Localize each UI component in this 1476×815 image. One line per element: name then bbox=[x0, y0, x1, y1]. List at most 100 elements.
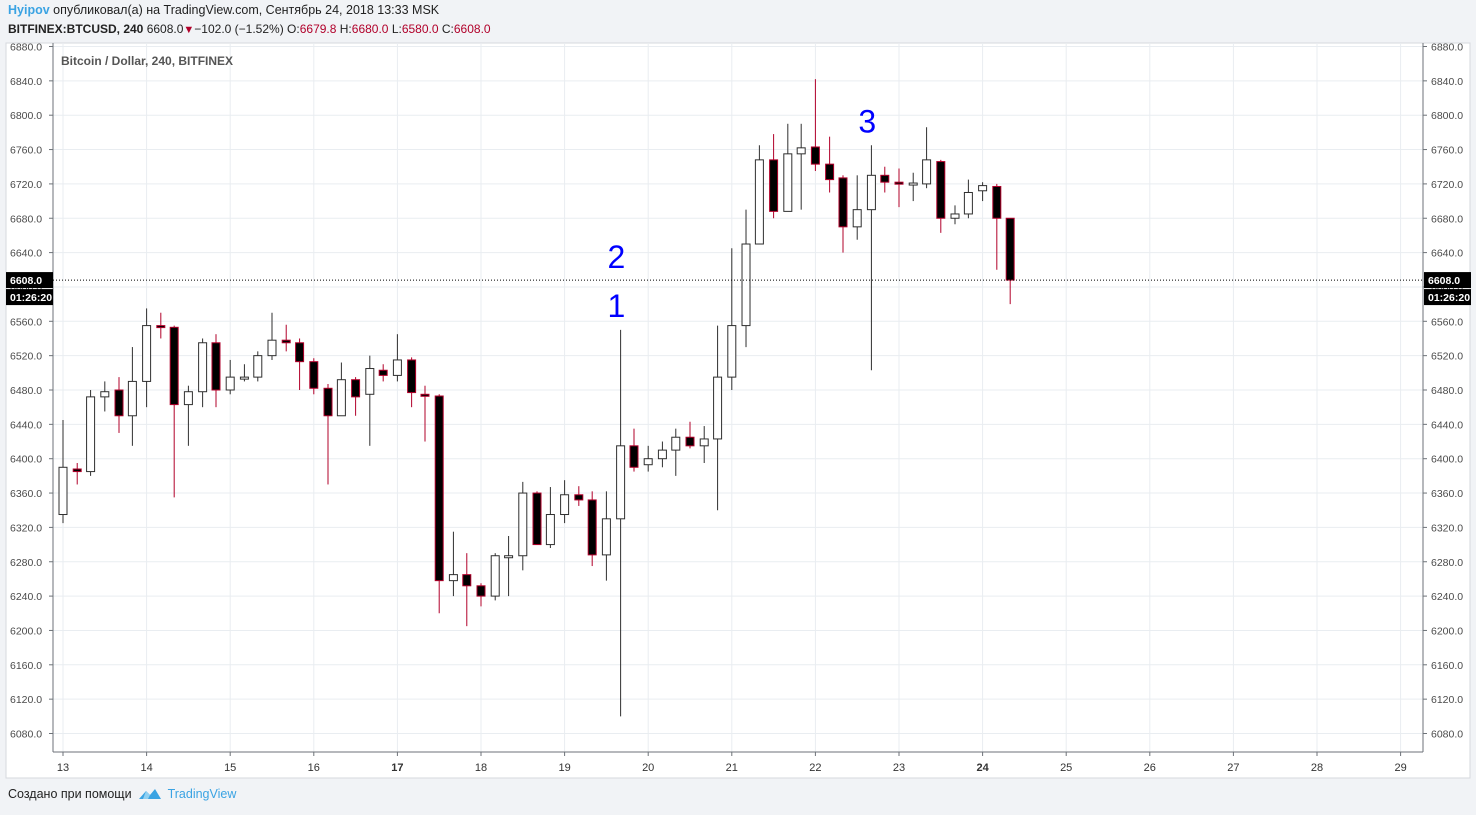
candle-body-down bbox=[685, 436, 695, 447]
candle-body-up bbox=[671, 436, 681, 451]
candle-body-down bbox=[420, 393, 430, 397]
candle-body-down bbox=[434, 395, 444, 582]
candle-body-down bbox=[476, 585, 486, 597]
countdown-badge-right bbox=[1424, 289, 1471, 306]
last-price-label-left: 6608.0 bbox=[10, 275, 42, 287]
x-tick-label: 24 bbox=[976, 762, 989, 774]
x-tick-label: 19 bbox=[558, 762, 570, 774]
x-tick-label: 26 bbox=[1144, 762, 1156, 774]
y-tick-label-left: 6880.0 bbox=[10, 42, 42, 54]
x-tick-label: 27 bbox=[1227, 762, 1239, 774]
x-tick-label: 25 bbox=[1060, 762, 1072, 774]
candle-body-up bbox=[239, 376, 249, 380]
candle-body-down bbox=[462, 574, 472, 587]
x-tick-label: 14 bbox=[140, 762, 152, 774]
y-tick-label-left: 6120.0 bbox=[10, 694, 42, 706]
y-tick-label-right: 6280.0 bbox=[1431, 557, 1463, 569]
y-tick-label-left: 6560.0 bbox=[10, 316, 42, 328]
y-tick-label-right: 6480.0 bbox=[1431, 385, 1463, 397]
candle-body-up bbox=[699, 438, 709, 447]
open-value: 6679.8 bbox=[299, 22, 337, 36]
y-tick-label-left: 6400.0 bbox=[10, 454, 42, 466]
last-price: 6608.0 bbox=[146, 22, 184, 36]
y-tick-label-left: 6320.0 bbox=[10, 522, 42, 534]
published-text: опубликовал(а) на TradingView.com, Сентя… bbox=[53, 3, 440, 17]
x-tick-label: 17 bbox=[391, 762, 403, 774]
y-tick-label-right: 6640.0 bbox=[1431, 248, 1463, 260]
y-tick-label-right: 6240.0 bbox=[1431, 591, 1463, 603]
candle-body-down bbox=[309, 361, 319, 389]
last-price-label-right: 6608.0 bbox=[1428, 275, 1460, 287]
x-tick-label: 21 bbox=[726, 762, 738, 774]
candle-body-down bbox=[587, 499, 597, 556]
y-tick-label-right: 6760.0 bbox=[1431, 145, 1463, 157]
y-tick-label-right: 6680.0 bbox=[1431, 213, 1463, 225]
x-tick-label: 28 bbox=[1311, 762, 1323, 774]
countdown-label-right: 01:26:20 bbox=[1428, 292, 1470, 304]
candle-body-down bbox=[769, 159, 779, 212]
annotation-label: 1 bbox=[608, 288, 626, 324]
candle-body-up bbox=[727, 325, 737, 378]
y-tick-label-right: 6160.0 bbox=[1431, 660, 1463, 672]
y-tick-label-left: 6720.0 bbox=[10, 179, 42, 191]
candle-body-down bbox=[114, 389, 124, 417]
candle-body-down bbox=[825, 163, 835, 181]
y-tick-label-right: 6720.0 bbox=[1431, 179, 1463, 191]
footer: Создано при помощи TradingView bbox=[8, 787, 236, 801]
candle-body-down bbox=[169, 326, 179, 406]
candle-body-down bbox=[378, 369, 388, 376]
y-tick-label-left: 6520.0 bbox=[10, 351, 42, 363]
candle-body-down bbox=[838, 177, 848, 228]
candle-body-up bbox=[86, 396, 96, 473]
candle-body-down bbox=[629, 445, 639, 468]
candle-body-up bbox=[616, 445, 626, 520]
candle-body-up bbox=[518, 492, 528, 557]
tradingview-link[interactable]: TradingView bbox=[138, 787, 236, 801]
candle-body-down bbox=[880, 174, 890, 183]
x-tick-label: 18 bbox=[475, 762, 487, 774]
x-tick-label: 22 bbox=[809, 762, 821, 774]
y-tick-label-left: 6240.0 bbox=[10, 591, 42, 603]
countdown-label-left: 01:26:20 bbox=[10, 292, 52, 304]
y-tick-label-right: 6360.0 bbox=[1431, 488, 1463, 500]
y-tick-label-right: 6200.0 bbox=[1431, 625, 1463, 637]
candle-body-down bbox=[156, 325, 166, 329]
down-arrow-icon: ▼ bbox=[183, 24, 195, 36]
y-tick-label-right: 6120.0 bbox=[1431, 694, 1463, 706]
annotation-label: 2 bbox=[608, 239, 626, 275]
y-tick-label-right: 6840.0 bbox=[1431, 76, 1463, 88]
candle-body-up bbox=[908, 182, 918, 186]
y-tick-label-left: 6440.0 bbox=[10, 419, 42, 431]
candle-body-up bbox=[713, 376, 723, 440]
candle-body-up bbox=[950, 213, 960, 219]
chart-area-background bbox=[5, 42, 1471, 779]
candle-body-down bbox=[1005, 217, 1015, 281]
candle-body-up bbox=[100, 391, 110, 398]
y-tick-label-right: 6320.0 bbox=[1431, 522, 1463, 534]
y-tick-label-left: 6280.0 bbox=[10, 557, 42, 569]
y-tick-label-right: 6880.0 bbox=[1431, 42, 1463, 54]
candle-body-up bbox=[336, 379, 346, 417]
candle-body-up bbox=[922, 159, 932, 185]
y-tick-label-right: 6560.0 bbox=[1431, 316, 1463, 328]
tradingview-logo-icon bbox=[138, 789, 161, 799]
author-name[interactable]: Hyipov bbox=[8, 3, 50, 17]
candle-body-up bbox=[754, 159, 764, 245]
y-tick-label-left: 6680.0 bbox=[10, 213, 42, 225]
candle-body-up bbox=[545, 514, 555, 546]
candle-body-down bbox=[992, 185, 1002, 219]
candle-body-up bbox=[225, 376, 235, 391]
x-tick-label: 13 bbox=[57, 762, 69, 774]
candle-body-up bbox=[866, 174, 876, 211]
candle-body-up bbox=[504, 555, 514, 559]
publication-line: Hyipov опубликовал(а) на TradingView.com… bbox=[8, 3, 439, 17]
candle-body-up bbox=[127, 380, 137, 417]
candle-body-down bbox=[574, 494, 584, 501]
candle-body-up bbox=[58, 466, 68, 516]
candle-body-down bbox=[281, 339, 291, 344]
created-with-text: Создано при помощи bbox=[8, 787, 132, 801]
close-value: 6608.0 bbox=[453, 22, 491, 36]
close-label: C: bbox=[441, 22, 454, 36]
x-tick-label: 16 bbox=[308, 762, 320, 774]
